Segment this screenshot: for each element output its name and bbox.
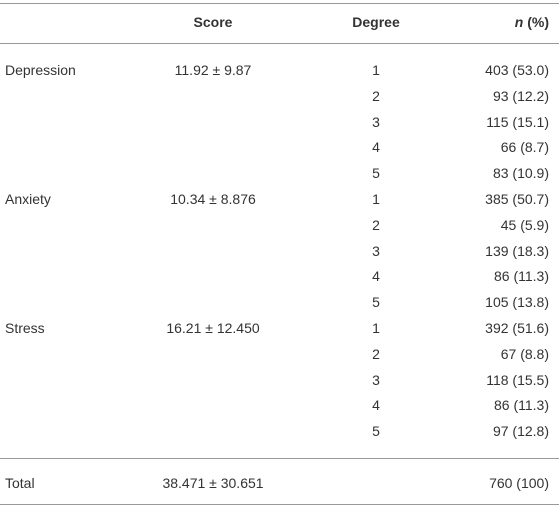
header-score: Score [193,14,233,30]
n-percent: 86 (11.3) [494,268,549,285]
header-n: n (%) [515,12,549,32]
n-percent: 403 (53.0) [485,62,549,78]
rule-header [0,43,559,44]
degree: 5 [372,294,380,311]
degree: 2 [372,345,380,362]
n-percent: 392 (51.6) [485,320,549,336]
degree: 2 [372,216,380,233]
degree: 3 [372,371,380,388]
degree: 5 [372,423,380,440]
group-label: Depression [5,62,76,78]
degree: 1 [372,62,380,78]
n-percent: 86 (11.3) [494,397,549,414]
total-n: 760 (100) [489,475,549,491]
score: 16.21 ± 12.450 [166,320,260,336]
n-percent: 67 (8.8) [500,345,549,362]
n-percent: 115 (15.1) [486,113,549,130]
n-percent: 105 (13.8) [485,294,549,311]
degree: 5 [372,165,380,182]
n-percent: 66 (8.7) [500,139,549,156]
header-n-text: (%) [527,14,549,30]
header-degree: Degree [352,14,400,30]
degree: 4 [372,397,380,414]
group-label: Stress [5,320,45,336]
n-percent: 97 (12.8) [492,423,549,440]
n-percent: 93 (12.2) [492,87,549,104]
n-percent: 83 (10.9) [492,165,549,182]
rule-top [0,3,559,4]
n-percent: 385 (50.7) [485,191,549,207]
degree: 1 [372,320,380,336]
degree: 3 [372,113,380,130]
score: 11.92 ± 9.87 [174,62,252,78]
total-score: 38.471 ± 30.651 [162,475,264,491]
total-label: Total [5,475,35,491]
rule-total [0,458,559,459]
n-percent: 118 (15.5) [486,371,549,388]
degree: 2 [372,87,380,104]
n-percent: 139 (18.3) [485,242,549,259]
header-n-italic: n [514,14,524,30]
degree: 1 [372,191,380,207]
score: 10.34 ± 8.876 [170,191,256,207]
degree: 4 [372,268,380,285]
degree: 4 [372,139,380,156]
n-percent: 45 (5.9) [500,216,549,233]
rule-bottom [0,504,559,505]
degree: 3 [372,242,380,259]
group-label: Anxiety [5,191,51,207]
